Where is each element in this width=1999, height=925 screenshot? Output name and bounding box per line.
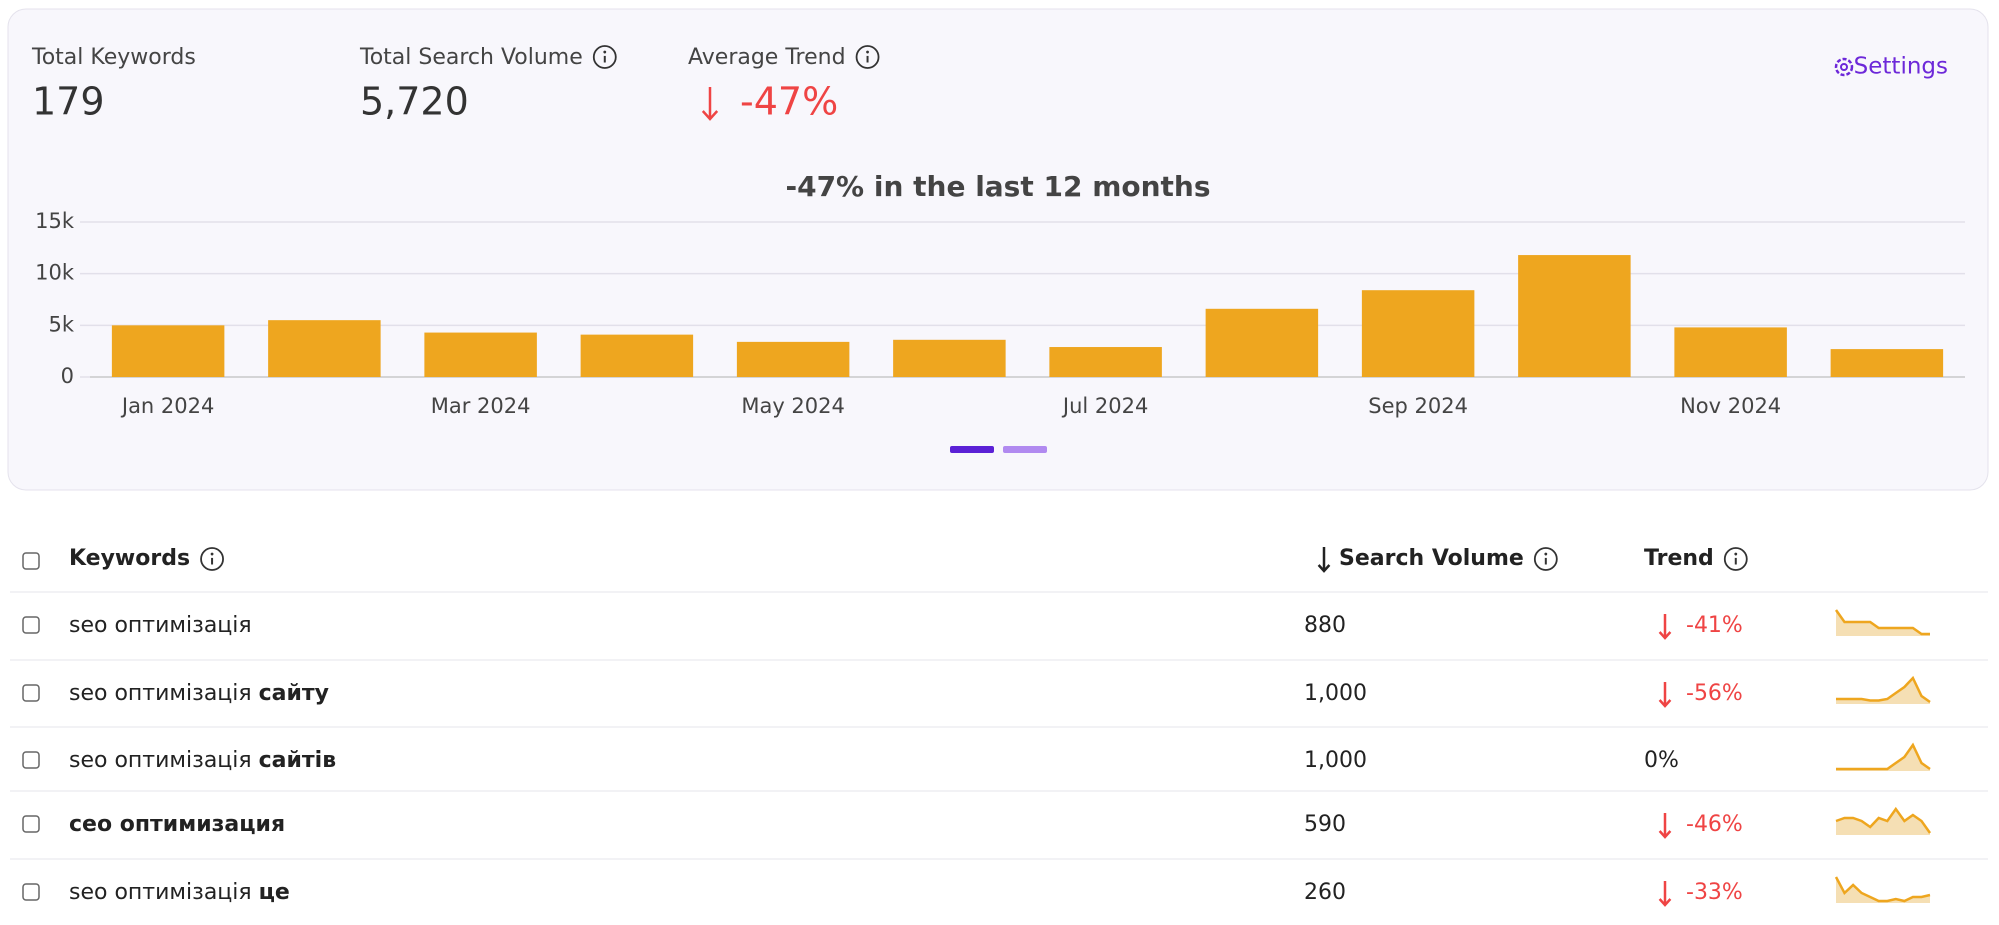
trend-value: -33% <box>1686 880 1743 905</box>
sparkline <box>1834 609 1930 636</box>
trend-value: -56% <box>1686 681 1743 706</box>
x-tick-label: Sep 2024 <box>1368 394 1468 418</box>
search-volume: 260 <box>1304 880 1346 905</box>
info-icon-dot <box>866 50 869 54</box>
sparkline-area <box>1836 678 1930 704</box>
search-volume: 1,000 <box>1304 748 1367 773</box>
bar <box>424 332 537 377</box>
column-header[interactable]: Keywords <box>69 546 190 571</box>
info-icon-dot <box>603 50 607 54</box>
search-volume: 1,000 <box>1304 681 1367 706</box>
checkbox[interactable] <box>22 616 40 634</box>
x-tick-label: Mar 2024 <box>431 394 531 418</box>
sparkline <box>1834 876 1931 903</box>
keyword-strong: сайту <box>259 681 329 706</box>
keyword: seo оптимізація це <box>69 880 290 905</box>
checkbox[interactable] <box>22 552 40 570</box>
keyword-strong: це <box>259 880 290 905</box>
stat-label: Total Keywords <box>31 45 196 70</box>
keyword-text: seo оптимізація <box>69 681 252 706</box>
search-volume: 590 <box>1304 812 1346 837</box>
info-icon-dot <box>1734 552 1738 556</box>
stat-label: Average Trend <box>688 45 846 70</box>
y-tick-label: 0 <box>61 364 74 388</box>
bar <box>736 341 850 377</box>
sparkline <box>1835 806 1932 834</box>
keyword-text: seo оптимізація <box>69 613 252 638</box>
sparkline <box>1836 675 1931 704</box>
bar <box>111 325 225 377</box>
info-icon-dot <box>210 552 214 556</box>
column-header[interactable]: Trend <box>1644 546 1714 571</box>
x-tick-label: Nov 2024 <box>1680 394 1781 418</box>
bar <box>1205 308 1319 377</box>
trend-value: 0% <box>1644 748 1679 773</box>
down-arrow-head <box>1658 699 1672 708</box>
bar <box>1830 349 1944 377</box>
down-arrow-head <box>701 110 719 121</box>
column-header[interactable]: Search Volume <box>1339 546 1524 571</box>
bar <box>268 320 381 377</box>
trend-value: -41% <box>1686 613 1743 638</box>
info-icon-dot <box>1544 552 1548 556</box>
down-arrow-head <box>1658 631 1672 640</box>
sparkline-area <box>1836 610 1930 636</box>
sparkline <box>1836 742 1931 771</box>
x-tick-label: May 2024 <box>741 394 845 418</box>
x-tick-label: Jul 2024 <box>1061 394 1148 418</box>
bar <box>1674 327 1787 377</box>
x-tick-label: Jan 2024 <box>120 394 215 418</box>
stat-value: -47% <box>740 80 838 124</box>
keyword: seo оптимізація сайтів <box>69 748 336 773</box>
keyword-text: seo оптимізація <box>69 880 252 905</box>
y-tick-label: 10k <box>35 261 75 285</box>
info-icon[interactable] <box>855 45 880 69</box>
stat-label: Total Search Volume <box>359 45 583 70</box>
stat-value: 5,720 <box>360 80 469 124</box>
settings-button[interactable]: Settings <box>1834 54 1948 80</box>
info-icon[interactable] <box>592 45 617 69</box>
keyword: сео оптимизация <box>69 812 285 837</box>
settings-icon-core <box>1840 63 1848 71</box>
settings-label: Settings <box>1854 54 1948 80</box>
bar <box>1049 347 1162 377</box>
down-arrow-head <box>1658 898 1672 907</box>
sparkline-area <box>1836 809 1930 835</box>
info-icon[interactable] <box>1723 547 1748 571</box>
bar <box>1518 255 1631 377</box>
sparkline-area <box>1836 745 1930 771</box>
down-arrow-head <box>1658 830 1672 839</box>
stat-value: 179 <box>32 80 105 124</box>
chart-title: -47% in the last 12 months <box>785 170 1210 203</box>
pager-dot-active[interactable] <box>950 446 994 453</box>
keyword-text: seo оптимізація <box>69 748 252 773</box>
sparkline-area <box>1836 877 1930 903</box>
pager-dot[interactable] <box>1003 446 1047 453</box>
checkbox[interactable] <box>22 883 40 901</box>
down-arrow-head <box>1317 564 1331 573</box>
keyword: seo оптимізація <box>69 613 252 638</box>
bar <box>1361 290 1475 377</box>
bar <box>580 334 694 377</box>
y-tick-label: 5k <box>48 312 74 336</box>
keyword-strong: сео оптимизация <box>69 812 285 837</box>
keyword: seo оптимізація сайту <box>69 681 329 706</box>
bar <box>893 339 1006 377</box>
info-icon[interactable] <box>200 547 224 571</box>
keyword-strong: сайтів <box>259 748 337 773</box>
trend-value: -46% <box>1686 812 1743 837</box>
info-icon[interactable] <box>1533 547 1558 571</box>
y-tick-label: 15k <box>35 209 75 233</box>
search-volume: 880 <box>1304 613 1346 638</box>
checkbox[interactable] <box>22 684 40 702</box>
checkbox[interactable] <box>22 815 40 833</box>
settings-icon <box>1834 57 1854 77</box>
checkbox[interactable] <box>22 751 40 769</box>
